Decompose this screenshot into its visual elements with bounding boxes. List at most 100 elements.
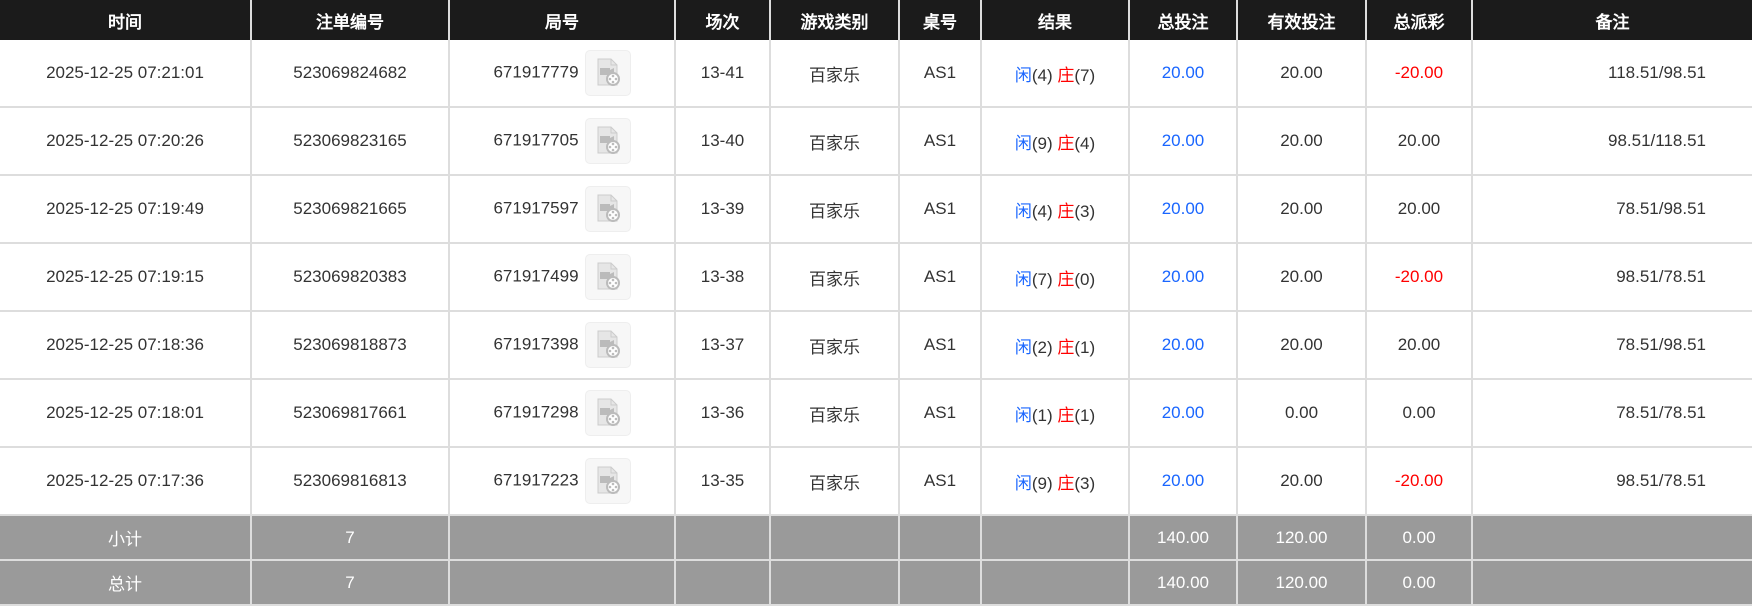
game-type-cell: 百家乐 bbox=[769, 379, 899, 448]
result-cell: 闲(4) 庄(7) bbox=[980, 40, 1129, 108]
remark-cell: 78.51/98.51 bbox=[1471, 175, 1752, 244]
remark-cell: 78.51/78.51 bbox=[1471, 379, 1752, 448]
subtotal-row: 小计 7 140.00 120.00 0.00 bbox=[0, 515, 1752, 561]
player-label: 闲 bbox=[1014, 473, 1032, 493]
total-bet-cell: 20.00 bbox=[1128, 175, 1237, 244]
table-row: 2025-12-25 07:19:49 523069821665 671917597… bbox=[0, 175, 1752, 244]
player-score: (9) bbox=[1031, 133, 1053, 153]
valid-bet-cell: 20.00 bbox=[1236, 243, 1366, 312]
empty-cell bbox=[674, 515, 770, 561]
total-payout-cell: 20.00 bbox=[1365, 175, 1472, 244]
session-cell: 13-38 bbox=[674, 243, 770, 312]
player-label: 闲 bbox=[1014, 65, 1032, 85]
game-type-cell: 百家乐 bbox=[769, 40, 899, 108]
table-row: 2025-12-25 07:21:01 523069824682 671917779… bbox=[0, 40, 1752, 108]
total-payout-cell: -20.00 bbox=[1365, 447, 1472, 516]
player-score: (2) bbox=[1031, 337, 1053, 357]
player-label: 闲 bbox=[1014, 337, 1032, 357]
grand-total-row: 总计 7 140.00 120.00 0.00 bbox=[0, 560, 1752, 606]
empty-cell bbox=[674, 560, 770, 606]
table-number-cell: AS1 bbox=[898, 107, 981, 176]
empty-cell bbox=[980, 515, 1129, 561]
session-cell: 13-36 bbox=[674, 379, 770, 448]
table-number-cell: AS1 bbox=[898, 175, 981, 244]
result-cell: 闲(4) 庄(3) bbox=[980, 175, 1129, 244]
table-number-cell: AS1 bbox=[898, 311, 981, 380]
valid-bet-cell: 20.00 bbox=[1236, 447, 1366, 516]
session-cell: 13-37 bbox=[674, 311, 770, 380]
player-score: (9) bbox=[1031, 473, 1053, 493]
summary-total-bet: 140.00 bbox=[1128, 515, 1237, 561]
summary-valid-bet: 120.00 bbox=[1236, 515, 1366, 561]
summary-label: 小计 bbox=[0, 515, 251, 561]
game-type-cell: 百家乐 bbox=[769, 243, 899, 312]
header-remark: 备注 bbox=[1471, 0, 1752, 40]
time-cell: 2025-12-25 07:19:49 bbox=[0, 175, 251, 244]
round-number: 671917223 bbox=[493, 470, 579, 490]
header-valid-bet: 有效投注 bbox=[1236, 0, 1366, 40]
round-number-cell: 671917298 bbox=[448, 379, 675, 448]
round-number-cell: 671917223 bbox=[448, 447, 675, 516]
empty-cell bbox=[898, 515, 981, 561]
valid-bet-cell: 20.00 bbox=[1236, 311, 1366, 380]
session-cell: 13-41 bbox=[674, 40, 770, 108]
video-replay-icon[interactable] bbox=[584, 322, 631, 368]
session-cell: 13-40 bbox=[674, 107, 770, 176]
total-bet-cell: 20.00 bbox=[1128, 311, 1237, 380]
round-number-cell: 671917779 bbox=[448, 40, 675, 108]
empty-cell bbox=[769, 515, 899, 561]
video-replay-icon[interactable] bbox=[584, 186, 631, 232]
result-cell: 闲(9) 庄(3) bbox=[980, 447, 1129, 516]
table-row: 2025-12-25 07:18:36 523069818873 671917398… bbox=[0, 311, 1752, 380]
remark-cell: 118.51/98.51 bbox=[1471, 40, 1752, 108]
total-payout-cell: 0.00 bbox=[1365, 379, 1472, 448]
summary-payout: 0.00 bbox=[1365, 515, 1472, 561]
remark-cell: 98.51/78.51 bbox=[1471, 243, 1752, 312]
summary-label: 总计 bbox=[0, 560, 251, 606]
video-replay-icon[interactable] bbox=[584, 118, 631, 164]
empty-cell bbox=[448, 515, 675, 561]
table-number-cell: AS1 bbox=[898, 447, 981, 516]
video-replay-icon[interactable] bbox=[584, 254, 631, 300]
valid-bet-cell: 20.00 bbox=[1236, 107, 1366, 176]
empty-cell bbox=[1471, 515, 1752, 561]
video-replay-icon[interactable] bbox=[584, 50, 631, 96]
time-cell: 2025-12-25 07:19:15 bbox=[0, 243, 251, 312]
session-cell: 13-39 bbox=[674, 175, 770, 244]
video-replay-icon[interactable] bbox=[584, 390, 631, 436]
banker-score: (1) bbox=[1074, 337, 1096, 357]
remark-cell: 98.51/118.51 bbox=[1471, 107, 1752, 176]
banker-label: 庄 bbox=[1057, 337, 1075, 357]
player-score: (1) bbox=[1031, 405, 1053, 425]
result-cell: 闲(1) 庄(1) bbox=[980, 379, 1129, 448]
player-label: 闲 bbox=[1014, 269, 1032, 289]
banker-score: (1) bbox=[1074, 405, 1096, 425]
header-game-type: 游戏类别 bbox=[769, 0, 899, 40]
player-label: 闲 bbox=[1014, 201, 1032, 221]
table-row: 2025-12-25 07:19:15 523069820383 671917499… bbox=[0, 243, 1752, 312]
banker-label: 庄 bbox=[1057, 269, 1075, 289]
session-cell: 13-35 bbox=[674, 447, 770, 516]
empty-cell bbox=[980, 560, 1129, 606]
banker-score: (4) bbox=[1074, 133, 1096, 153]
result-cell: 闲(2) 庄(1) bbox=[980, 311, 1129, 380]
empty-cell bbox=[448, 560, 675, 606]
round-number-cell: 671917398 bbox=[448, 311, 675, 380]
time-cell: 2025-12-25 07:17:36 bbox=[0, 447, 251, 516]
banker-score: (0) bbox=[1074, 269, 1096, 289]
game-type-cell: 百家乐 bbox=[769, 447, 899, 516]
header-time: 时间 bbox=[0, 0, 251, 40]
order-number-cell: 523069823165 bbox=[250, 107, 449, 176]
result-cell: 闲(7) 庄(0) bbox=[980, 243, 1129, 312]
table-number-cell: AS1 bbox=[898, 243, 981, 312]
round-number-cell: 671917597 bbox=[448, 175, 675, 244]
empty-cell bbox=[898, 560, 981, 606]
remark-cell: 78.51/98.51 bbox=[1471, 311, 1752, 380]
summary-count: 7 bbox=[250, 515, 449, 561]
total-bet-cell: 20.00 bbox=[1128, 107, 1237, 176]
banker-label: 庄 bbox=[1057, 201, 1075, 221]
video-replay-icon[interactable] bbox=[584, 458, 631, 504]
time-cell: 2025-12-25 07:18:01 bbox=[0, 379, 251, 448]
order-number-cell: 523069818873 bbox=[250, 311, 449, 380]
